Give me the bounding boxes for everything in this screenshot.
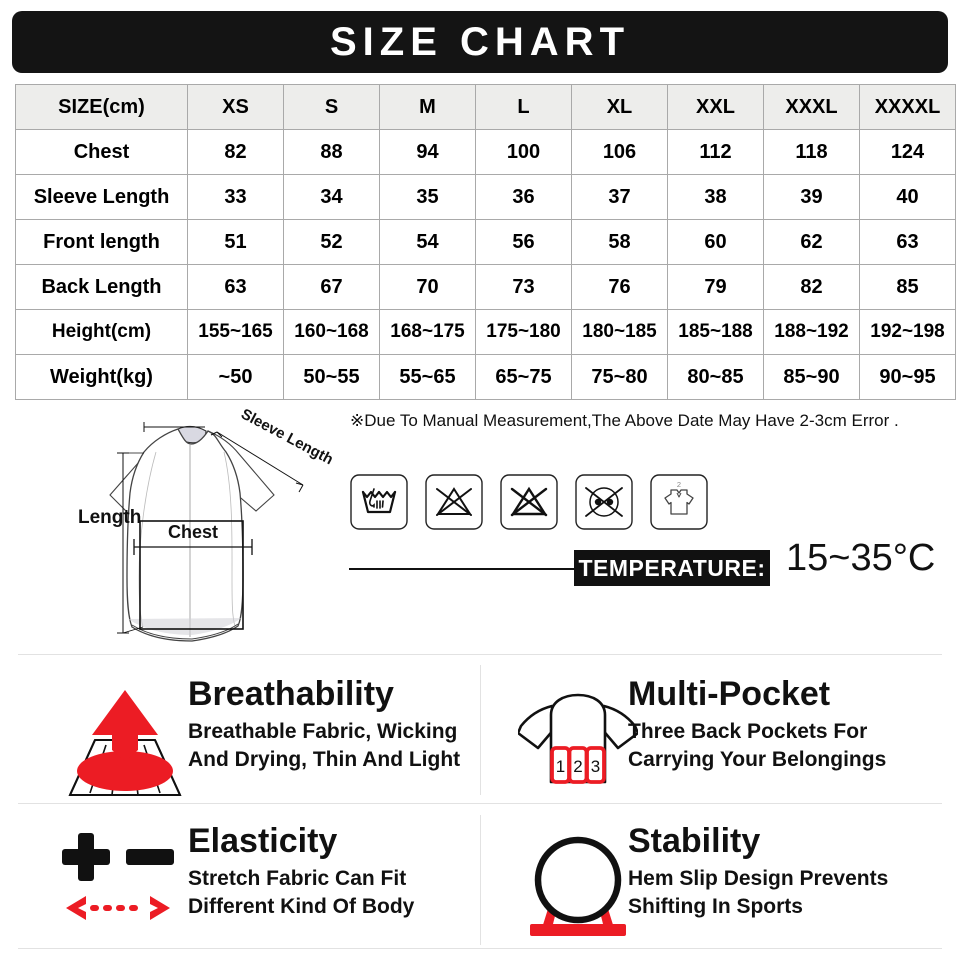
svg-text:3: 3: [591, 757, 600, 776]
svg-text:2: 2: [573, 757, 582, 776]
svg-text:1: 1: [556, 757, 565, 776]
svg-text:2: 2: [677, 480, 681, 489]
